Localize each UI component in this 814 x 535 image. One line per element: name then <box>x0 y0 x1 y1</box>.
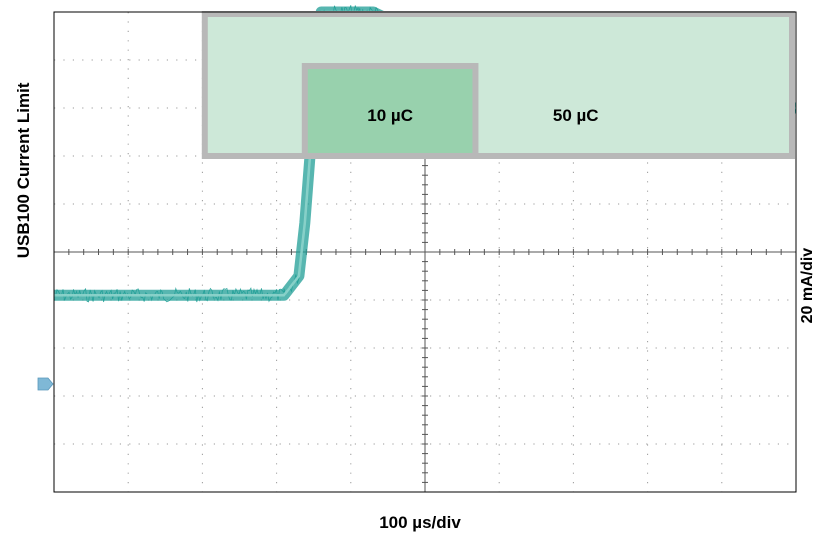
charge-annotations: 10 µC 50 µC <box>201 11 795 159</box>
annotation-label-50uc: 50 µC <box>553 106 599 125</box>
y-scale-label: 20 mA/div <box>799 248 814 324</box>
inner-charge-box <box>301 63 479 159</box>
annotation-label-10uc: 10 µC <box>367 106 413 125</box>
outer-charge-box <box>201 11 795 159</box>
y-axis-label: USB100 Current Limit <box>14 82 33 258</box>
x-axis-label: 100 µs/div <box>379 513 461 532</box>
ground-level-marker-icon <box>37 377 54 391</box>
plot-border <box>53 11 797 493</box>
